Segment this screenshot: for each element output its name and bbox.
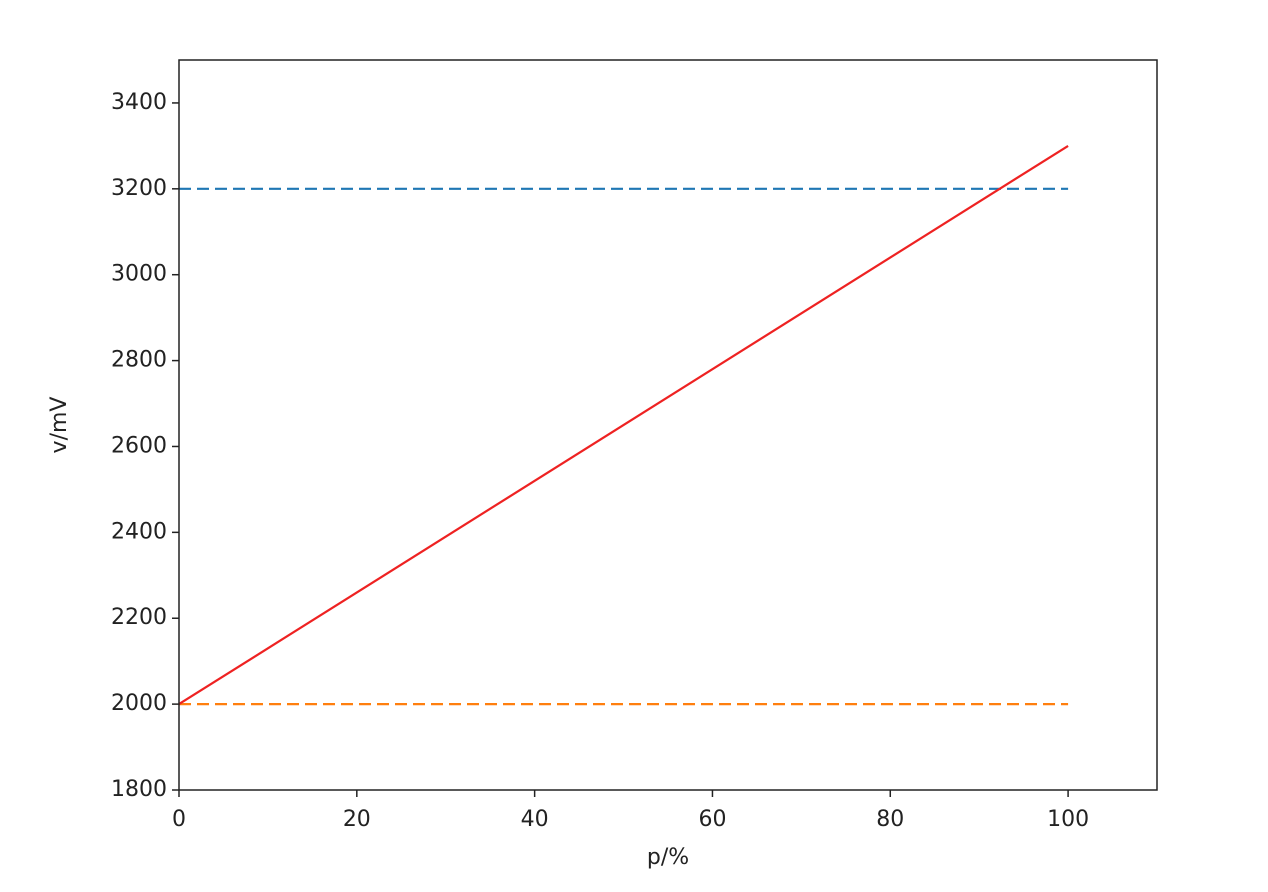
x-tick-label: 80 — [876, 807, 904, 832]
y-axis-label: v/mV — [47, 397, 72, 454]
line-series — [178, 144, 1069, 706]
y-tick-label: 3400 — [111, 90, 167, 115]
x-tick-label: 40 — [521, 807, 549, 832]
y-tick-label: 2000 — [111, 691, 167, 716]
y-tick-label: 3200 — [111, 176, 167, 201]
y-tick-label: 1800 — [111, 777, 167, 802]
y-tick-label: 2400 — [111, 519, 167, 544]
y-tick-label: 2800 — [111, 348, 167, 373]
x-tick-label: 60 — [698, 807, 726, 832]
x-tick-label: 0 — [172, 807, 186, 832]
x-tick-label: 100 — [1047, 807, 1089, 832]
y-tick-label: 2600 — [111, 433, 167, 458]
y-tick-label: 2200 — [111, 605, 167, 630]
y-tick-label: 3000 — [111, 262, 167, 287]
x-tick-label: 20 — [343, 807, 371, 832]
plot-frame — [178, 59, 1158, 791]
x-axis-label: p/% — [647, 845, 689, 870]
